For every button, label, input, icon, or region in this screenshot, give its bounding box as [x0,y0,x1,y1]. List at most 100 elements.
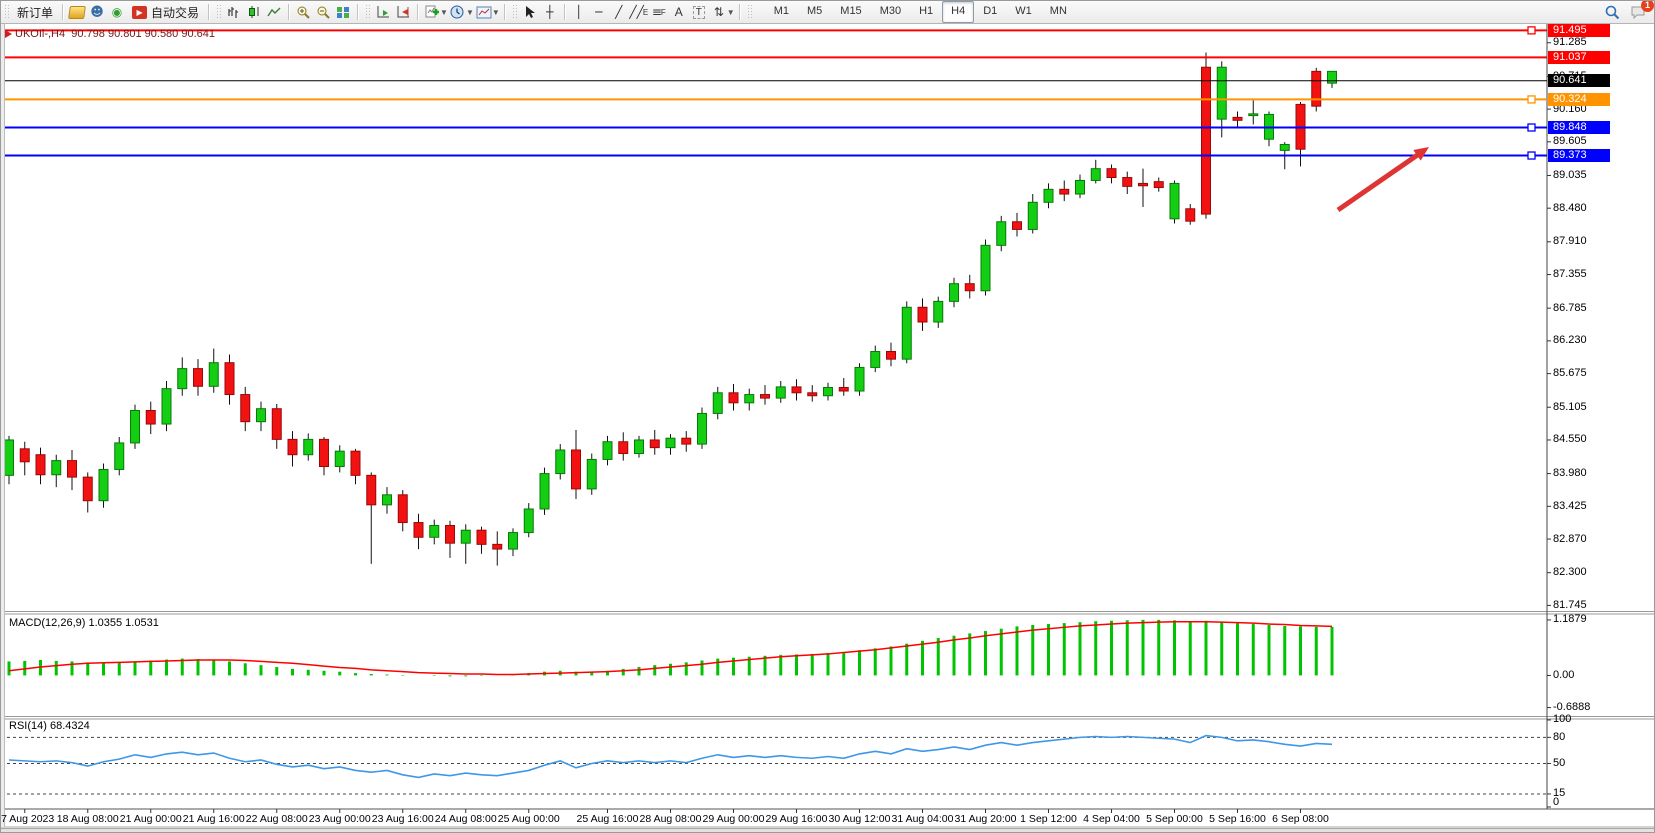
candle [476,529,487,545]
candle [1090,168,1101,181]
date-label: 1 Sep 12:00 [1020,813,1077,825]
candle [949,283,959,302]
candle [397,494,408,524]
rsi-tick-label: 15 [1553,787,1566,800]
trend-arrow[interactable] [1336,150,1423,213]
candle [492,543,503,550]
window-left-gutter [1,23,5,827]
candle [445,524,455,544]
price-tick-label: 91.285 [1553,36,1587,49]
profile-icon[interactable]: ☻ [90,4,104,20]
candle [618,441,629,455]
bar-chart-icon[interactable] [224,3,244,21]
arrows-dropdown[interactable]: ▼ [726,7,735,17]
search-icon[interactable] [1602,3,1622,21]
new-order-button[interactable]: 新订单 [12,2,58,22]
period-dropdown[interactable]: ▼ [465,7,474,17]
chart-title: UKOIl-,H4 90.798 90.801 90.580 90.641 [15,28,215,40]
candlestick-chart-icon[interactable] [244,3,264,21]
crosshair-icon[interactable]: ┼ [546,5,554,19]
tile-windows-icon[interactable] [333,3,353,21]
horizontal-line-icon[interactable]: ─ [595,5,603,19]
candle [649,439,660,449]
candle [67,460,77,478]
price-badge: 90.324 [1548,92,1610,106]
candle [224,362,235,396]
candle [145,409,156,425]
trend-arrow-head[interactable] [1413,147,1429,161]
autotrading-button[interactable]: ▶ 自动交易 [127,2,204,22]
notifications-icon[interactable]: 1 [1628,1,1654,21]
candle [429,524,440,538]
hline-handle[interactable] [1527,95,1536,104]
new-chart-dropdown[interactable]: ▼ [440,7,448,17]
trendline-icon[interactable]: ╱ [615,5,623,19]
charts-icon[interactable] [67,3,87,21]
candle [256,408,266,423]
candle [1232,116,1243,121]
candle [634,439,644,455]
hline-handle[interactable] [1527,123,1536,132]
timeframe-h1[interactable]: H1 [919,5,934,17]
new-chart-icon[interactable] [422,3,442,21]
timeframe-m30[interactable]: M30 [879,5,902,17]
candle [1043,188,1054,203]
price-tick-label: 86.785 [1553,301,1587,314]
candle [1327,70,1337,84]
timeframe-h4[interactable]: H4 [942,1,975,23]
timeframe-w1[interactable]: W1 [1015,5,1032,17]
toolbar: 新订单 ☻ ◉ ▶ 自动交易 [1,1,1654,24]
toolbar-grip[interactable] [4,4,9,20]
text-icon[interactable]: A [674,5,683,19]
candle [602,441,613,460]
template-icon[interactable] [474,3,494,21]
timeframe-m15[interactable]: M15 [840,5,862,17]
chart-shift-icon[interactable] [393,3,413,21]
fibonacci-icon[interactable]: ≡ F [651,5,666,19]
candle [1248,113,1259,117]
candle [823,386,833,397]
hline-handle[interactable] [1527,151,1536,160]
hline-handle[interactable] [1527,26,1536,35]
date-label: 18 Aug 08:00 [56,813,119,825]
price-tick-label: 85.675 [1553,367,1587,380]
price-tick-label: 81.745 [1553,598,1587,611]
macd-tick-label: -0.6888 [1553,701,1591,714]
candle [114,442,125,470]
candle [319,438,329,468]
price-tick-label: 85.105 [1553,400,1587,413]
text-label-icon[interactable]: T [689,3,709,21]
date-label: 17 Aug 2023 [0,813,55,825]
template-dropdown[interactable]: ▼ [491,7,500,17]
candle [1075,179,1085,195]
candle [130,409,140,444]
autoscroll-icon[interactable] [373,3,393,21]
cursor-icon[interactable] [520,3,540,21]
rsi-label: RSI(14) 68.4324 [9,720,90,732]
signals-icon[interactable]: ◉ [111,5,123,19]
line-chart-icon[interactable] [264,3,284,21]
period-clock-icon[interactable] [448,3,468,21]
candle [287,438,298,456]
date-label: 4 Sep 04:00 [1083,813,1140,825]
timeframe-mn[interactable]: MN [1049,5,1067,17]
candle [240,394,251,423]
equidistant-channel-icon[interactable]: ╱╱ E [629,5,649,19]
zoom-out-icon[interactable] [313,3,333,21]
timeframe-d1[interactable]: D1 [983,5,998,17]
timeframe-m5[interactable]: M5 [807,5,823,17]
candle [193,368,203,387]
date-label: 6 Sep 08:00 [1272,813,1329,825]
macd-signal-line [8,620,1333,676]
date-label: 31 Aug 04:00 [891,813,954,825]
price-tick-label: 84.550 [1553,433,1587,446]
arrows-icon[interactable]: ⇅ [713,5,724,19]
candle [508,532,518,550]
timeframe-m1[interactable]: M1 [773,5,789,17]
date-label: 21 Aug 16:00 [182,813,245,825]
candle [1216,66,1227,120]
vertical-line-icon[interactable]: │ [575,5,583,19]
zoom-in-icon[interactable] [293,3,313,21]
candle [460,529,471,544]
